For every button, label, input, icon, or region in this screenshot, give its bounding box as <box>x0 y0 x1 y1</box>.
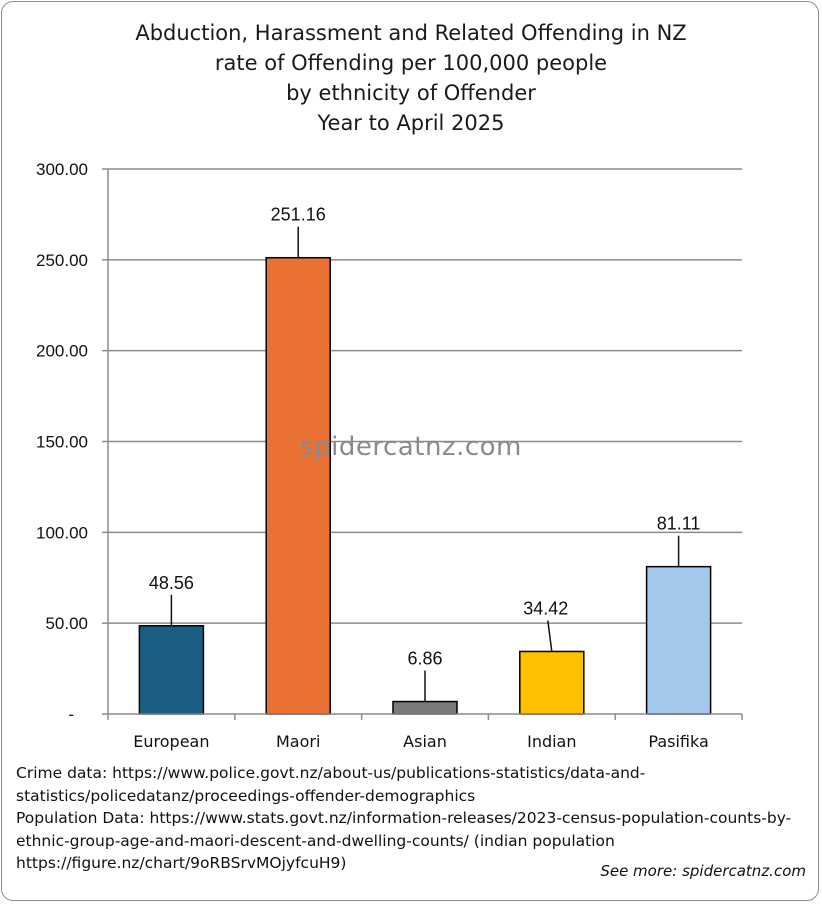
title-line: by ethnicity of Offender <box>286 81 536 105</box>
bar-asian <box>392 700 458 715</box>
y-tick-label: 200.00 <box>36 342 88 361</box>
data-label: 81.11 <box>657 514 701 534</box>
bar-european <box>138 625 205 715</box>
x-tick-label: European <box>133 732 209 751</box>
source-line: Population Data: https://www.stats.govt.… <box>16 809 792 827</box>
data-label: 34.42 <box>523 598 568 618</box>
source-line: statistics/policedatanz/proceedings-offe… <box>16 786 476 805</box>
x-tick-label: Indian <box>527 732 576 751</box>
data-label: 6.86 <box>407 649 442 669</box>
watermark: spidercatnz.com <box>300 432 522 462</box>
bar-maori <box>265 256 331 715</box>
y-tick-label: 150.00 <box>36 433 88 452</box>
title-line: rate of Offending per 100,000 people <box>214 51 608 75</box>
bar-pasifika <box>645 565 712 715</box>
source-line: ethnic-group-age-and-maori-descent-and-d… <box>16 831 615 850</box>
y-tick-label: 50.00 <box>45 614 88 633</box>
data-label: 251.16 <box>271 205 326 225</box>
chart-title: Abduction, Harassment and Related Offend… <box>0 18 822 138</box>
data-label-leader <box>547 620 553 652</box>
title-line: Abduction, Harassment and Related Offend… <box>135 21 687 45</box>
x-tick-label: Asian <box>403 732 447 751</box>
x-tick-label: Pasifika <box>648 732 708 751</box>
y-tick-label: - <box>68 705 74 724</box>
source-line: https://figure.nz/chart/9oRBSrvMOjyfcuH9… <box>16 854 347 872</box>
title-line: Year to April 2025 <box>317 111 505 135</box>
y-tick-label: 250.00 <box>36 251 88 270</box>
source-notes: Crime data: https://www.police.govt.nz/a… <box>16 762 812 875</box>
bar-indian <box>519 650 585 715</box>
y-tick-label: 300.00 <box>36 160 88 179</box>
y-tick-label: 100.00 <box>36 523 88 542</box>
see-more-credit: See more: spidercatnz.com <box>600 862 806 880</box>
x-tick-label: Maori <box>276 732 320 751</box>
source-line: Crime data: https://www.police.govt.nz/a… <box>16 764 646 782</box>
data-label: 48.56 <box>149 573 194 593</box>
